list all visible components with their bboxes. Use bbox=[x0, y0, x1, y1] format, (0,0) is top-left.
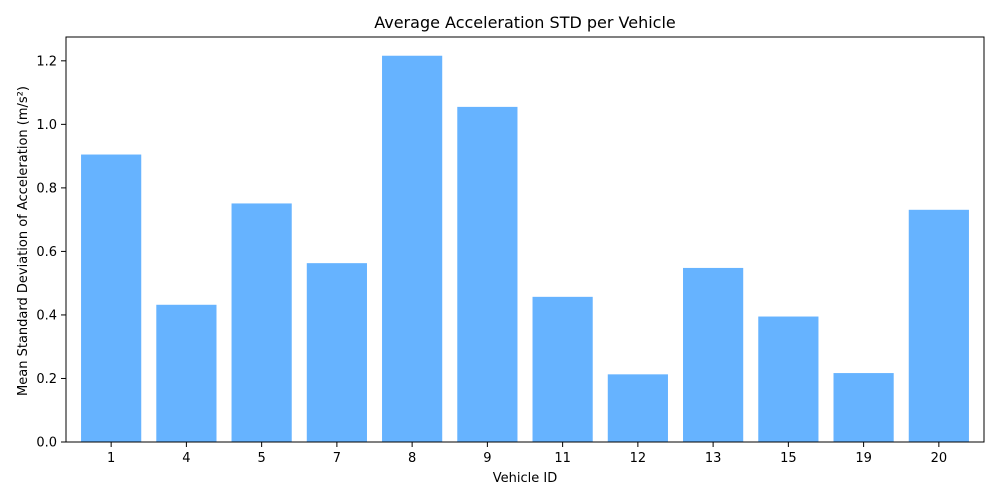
y-tick-label: 0.0 bbox=[36, 436, 57, 451]
y-tick-label: 1.2 bbox=[36, 54, 57, 69]
x-tick-label: 13 bbox=[705, 451, 722, 466]
plot-area: 1 4 5 7 8 9 11 12 13 15 19 20 0.0 0.2 0.4 0.6 0.8 1.0 1.2 bbox=[36, 36, 985, 466]
y-tick-label: 1.0 bbox=[36, 118, 57, 133]
bars-group bbox=[81, 55, 969, 442]
bar-vehicle-7 bbox=[306, 263, 367, 442]
x-tick-label: 4 bbox=[182, 451, 190, 466]
x-tick-label: 15 bbox=[780, 451, 797, 466]
bar-vehicle-19 bbox=[833, 373, 894, 442]
bar-vehicle-8 bbox=[382, 55, 443, 442]
x-tick-label: 7 bbox=[333, 451, 341, 466]
x-tick-label: 8 bbox=[408, 451, 416, 466]
bar-vehicle-11 bbox=[532, 296, 593, 442]
bar-vehicle-20 bbox=[908, 209, 969, 442]
bar-vehicle-5 bbox=[231, 203, 292, 442]
bar-vehicle-4 bbox=[156, 304, 217, 442]
x-tick-label: 19 bbox=[855, 451, 872, 466]
x-tick-label: 12 bbox=[630, 451, 647, 466]
bar-vehicle-15 bbox=[758, 316, 819, 442]
bar-vehicle-9 bbox=[457, 106, 518, 442]
x-tick-label: 1 bbox=[107, 451, 115, 466]
bar-vehicle-13 bbox=[683, 267, 744, 442]
y-tick-label: 0.4 bbox=[36, 308, 57, 323]
x-tick-label: 11 bbox=[554, 451, 571, 466]
axes-frame bbox=[65, 36, 985, 443]
bar-vehicle-1 bbox=[81, 154, 142, 442]
x-axis-label: Vehicle ID bbox=[493, 471, 557, 486]
y-axis-label: Mean Standard Deviation of Acceleration … bbox=[16, 86, 31, 396]
y-tick-label: 0.2 bbox=[36, 372, 57, 387]
x-tick-label: 5 bbox=[257, 451, 265, 466]
bar-vehicle-12 bbox=[607, 374, 668, 442]
y-tick-label: 0.6 bbox=[36, 245, 57, 260]
x-tick-label: 9 bbox=[483, 451, 491, 466]
y-axis-ticks: 0.0 0.2 0.4 0.6 0.8 1.0 1.2 bbox=[36, 54, 66, 451]
chart-title: Average Acceleration STD per Vehicle bbox=[374, 13, 676, 32]
y-tick-label: 0.8 bbox=[36, 181, 57, 196]
x-tick-label: 20 bbox=[931, 451, 948, 466]
x-axis-ticks: 1 4 5 7 8 9 11 12 13 15 19 20 bbox=[107, 442, 947, 466]
